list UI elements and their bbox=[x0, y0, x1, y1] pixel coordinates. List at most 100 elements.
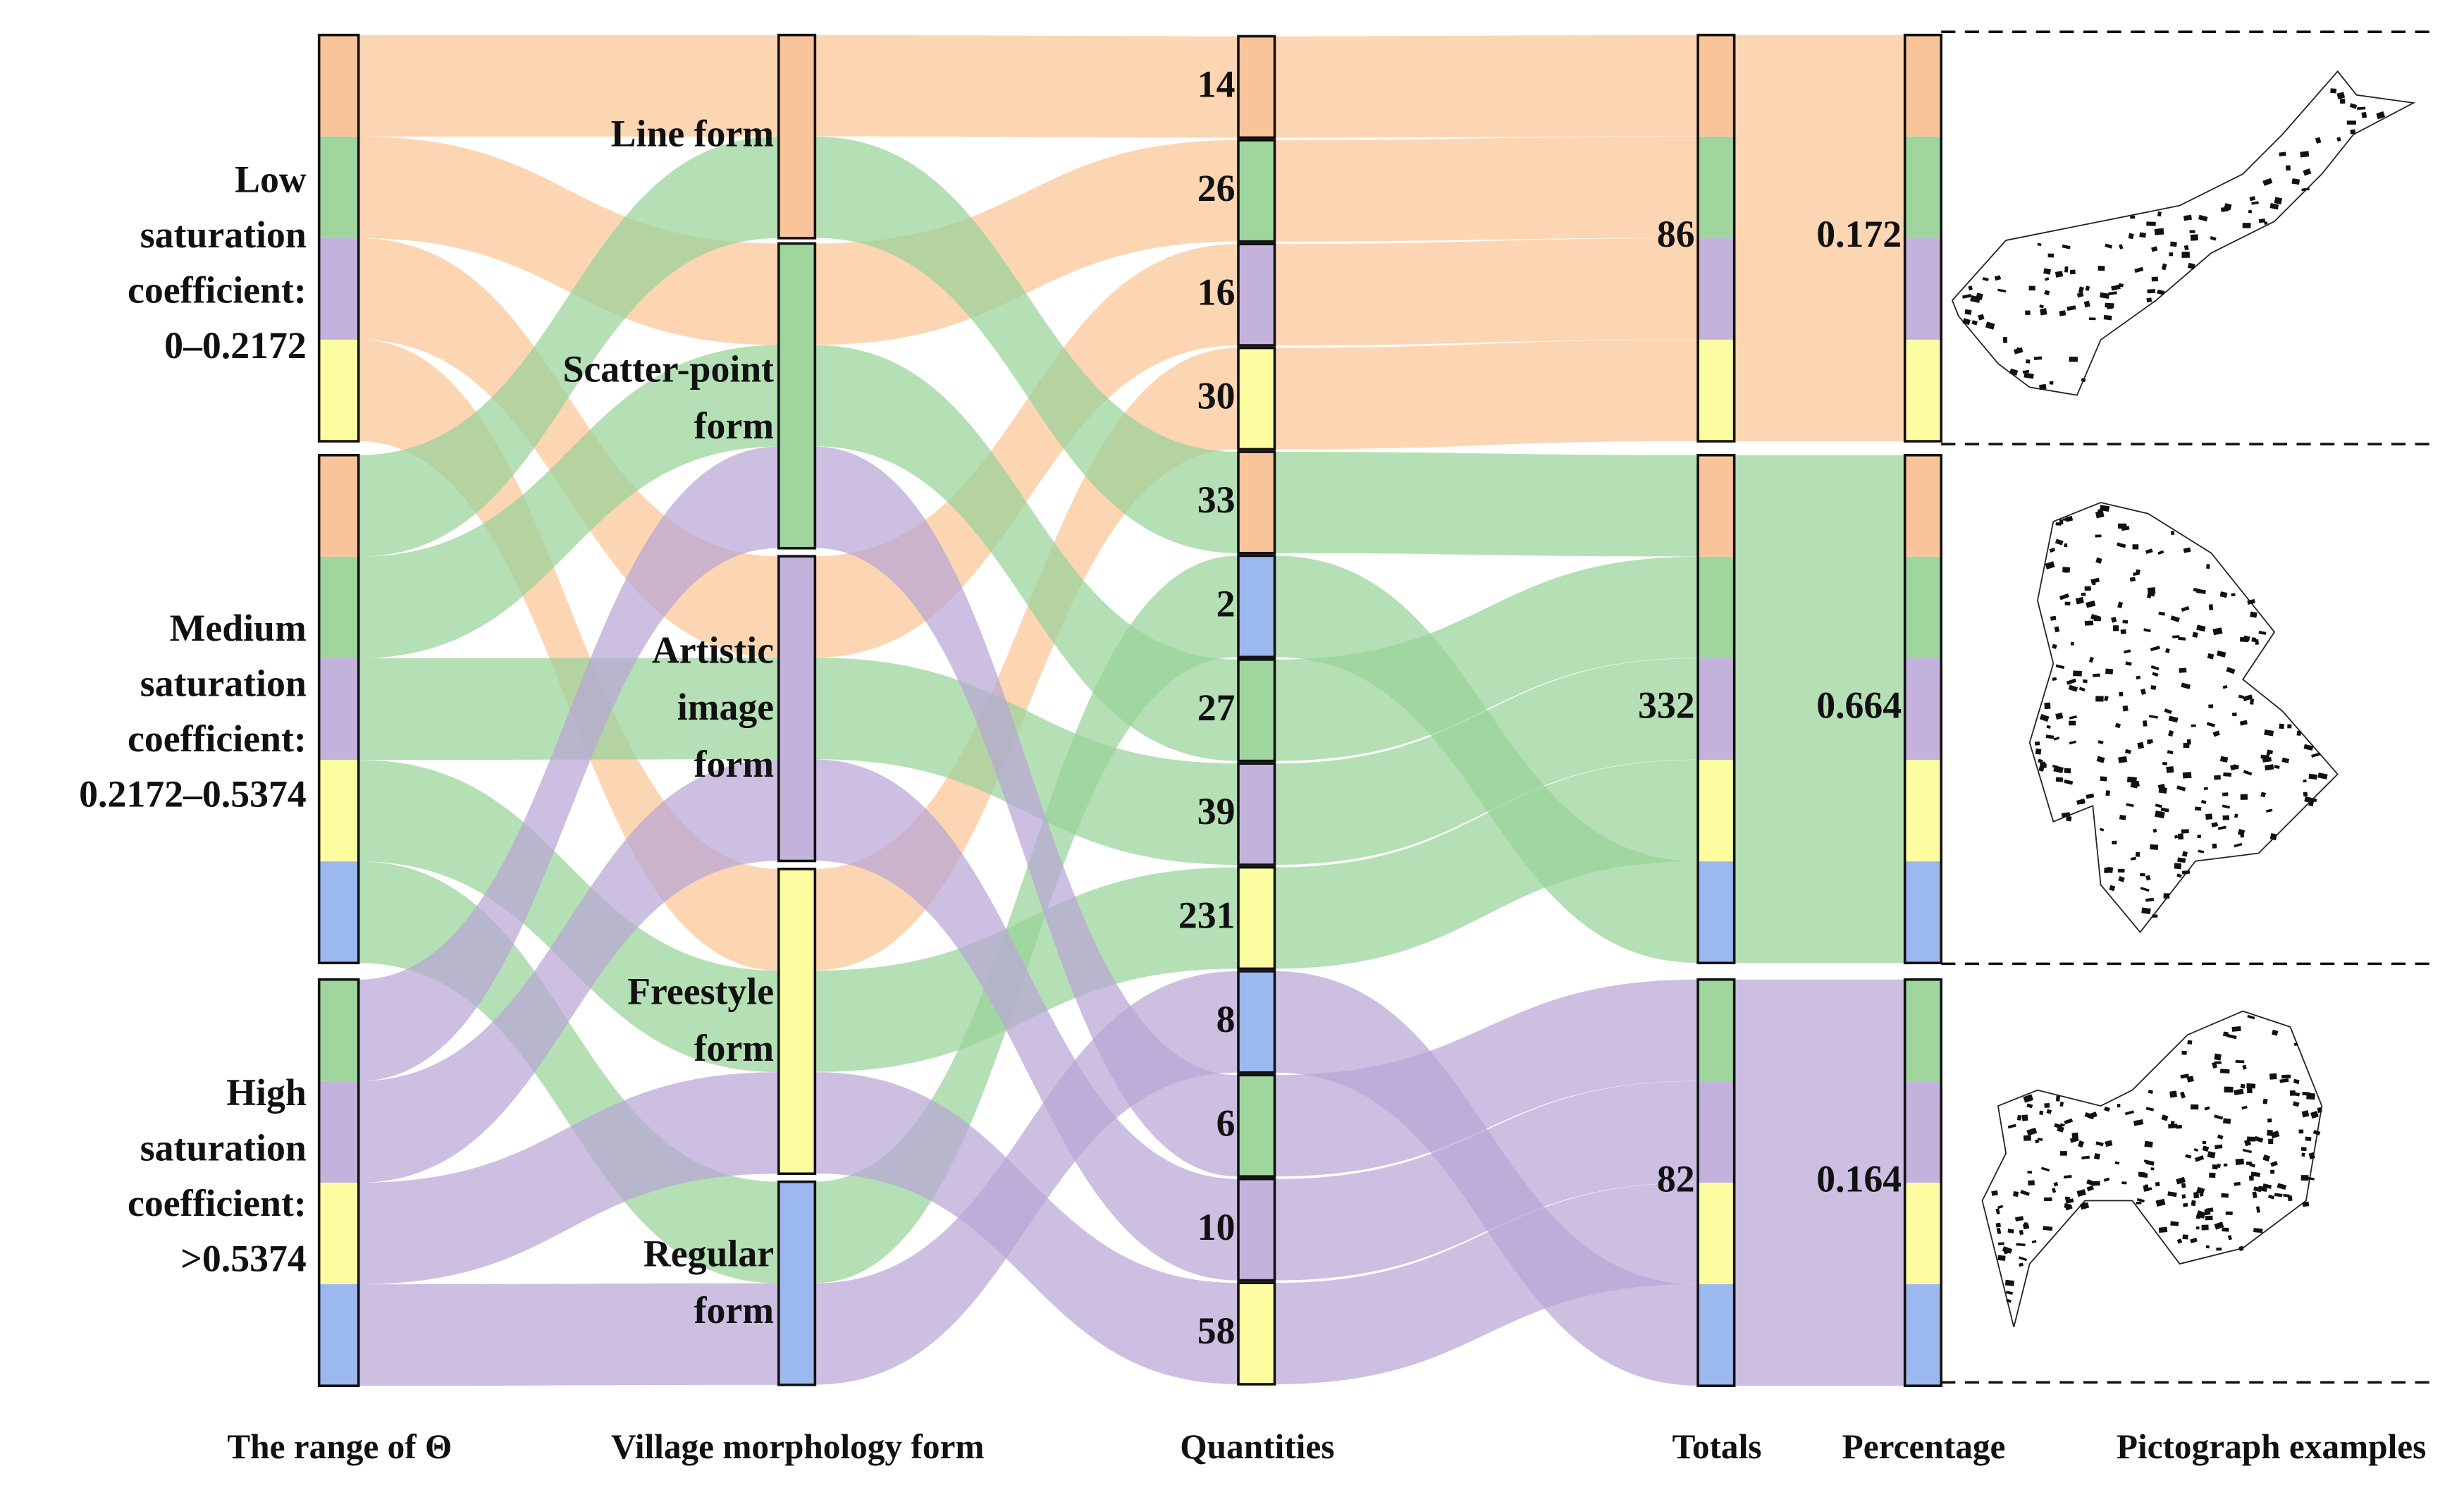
building bbox=[2055, 271, 2064, 278]
building bbox=[2250, 698, 2254, 705]
building bbox=[2269, 832, 2277, 841]
pictographs bbox=[1951, 70, 2416, 1328]
building bbox=[2279, 723, 2284, 729]
building bbox=[2104, 1106, 2110, 1112]
building bbox=[2124, 749, 2131, 754]
segment bbox=[319, 455, 359, 557]
building bbox=[1962, 294, 1972, 299]
building bbox=[2140, 873, 2145, 877]
segment bbox=[1698, 556, 1735, 658]
building bbox=[2009, 368, 2019, 376]
building bbox=[2043, 268, 2052, 275]
building bbox=[2086, 600, 2096, 608]
building bbox=[2238, 694, 2245, 699]
group-label: coefficient: bbox=[128, 1182, 307, 1224]
building bbox=[2064, 1196, 2071, 1200]
column-title: Village morphology form bbox=[611, 1427, 984, 1466]
building bbox=[2161, 263, 2167, 271]
building bbox=[2361, 111, 2367, 118]
building bbox=[2279, 152, 2286, 156]
labels: 142616303322739231861058Lowsaturationcoe… bbox=[79, 63, 2426, 1465]
building bbox=[2088, 1112, 2098, 1119]
group-label: coefficient: bbox=[128, 718, 307, 760]
building bbox=[2076, 798, 2086, 805]
building bbox=[2376, 111, 2386, 120]
building bbox=[2222, 815, 2230, 820]
building bbox=[2187, 262, 2195, 269]
quantity-label: 6 bbox=[1216, 1102, 1236, 1144]
building bbox=[2064, 779, 2074, 785]
building bbox=[2207, 1151, 2216, 1159]
building bbox=[2066, 305, 2076, 311]
building bbox=[2045, 734, 2055, 739]
building bbox=[2140, 887, 2150, 892]
building bbox=[2150, 646, 2160, 652]
quantity-label: 8 bbox=[1216, 998, 1236, 1040]
building bbox=[2045, 561, 2055, 569]
building bbox=[2069, 269, 2076, 275]
building bbox=[2176, 1176, 2186, 1185]
building bbox=[2193, 1147, 2199, 1152]
building bbox=[2145, 548, 2153, 555]
quantity-box bbox=[1237, 242, 1276, 347]
flow bbox=[815, 1072, 1238, 1384]
building bbox=[2197, 835, 2202, 839]
building bbox=[2349, 103, 2358, 109]
building bbox=[2304, 796, 2311, 803]
building bbox=[2160, 807, 2169, 813]
building bbox=[2165, 648, 2170, 653]
building bbox=[2169, 1090, 2178, 1098]
segment bbox=[1904, 136, 1942, 238]
building bbox=[2105, 1140, 2113, 1147]
quantity-box bbox=[1237, 346, 1276, 451]
total-label: 82 bbox=[1657, 1157, 1695, 1200]
building bbox=[2133, 1119, 2144, 1126]
building bbox=[2247, 1014, 2255, 1020]
building bbox=[2081, 378, 2086, 383]
building bbox=[2247, 1087, 2253, 1094]
building bbox=[2003, 1250, 2010, 1255]
building bbox=[2248, 209, 2253, 214]
building bbox=[1997, 1205, 2004, 1209]
building bbox=[2212, 843, 2217, 849]
form-box bbox=[777, 555, 817, 863]
building bbox=[2096, 756, 2105, 763]
segment bbox=[1904, 455, 1942, 557]
building bbox=[2148, 715, 2158, 719]
segment bbox=[319, 861, 359, 963]
building bbox=[2044, 702, 2051, 709]
building bbox=[2154, 810, 2165, 819]
building bbox=[2069, 1136, 2079, 1143]
building bbox=[2025, 310, 2031, 315]
building bbox=[2039, 304, 2044, 309]
form-label: Regular bbox=[643, 1233, 774, 1275]
flow bbox=[358, 136, 779, 345]
form-label: Artistic bbox=[652, 629, 774, 671]
building bbox=[2105, 790, 2110, 796]
building bbox=[2150, 844, 2159, 850]
building bbox=[2059, 310, 2066, 316]
building bbox=[2176, 1124, 2182, 1129]
building bbox=[2005, 1291, 2014, 1295]
form-label: Scatter-point bbox=[562, 348, 774, 390]
column-title: Percentage bbox=[1842, 1427, 2006, 1466]
building bbox=[2126, 776, 2137, 783]
flow bbox=[1274, 760, 1699, 969]
building bbox=[2135, 569, 2140, 575]
building bbox=[2185, 1154, 2192, 1159]
building bbox=[2270, 1131, 2280, 1139]
building bbox=[2186, 739, 2191, 745]
building bbox=[2019, 1256, 2028, 1262]
building bbox=[2357, 106, 2366, 111]
building bbox=[2098, 265, 2105, 271]
building bbox=[2059, 1151, 2067, 1156]
building bbox=[1964, 309, 1972, 315]
building bbox=[2240, 794, 2248, 800]
building bbox=[2022, 369, 2030, 374]
building bbox=[1962, 318, 1971, 326]
building bbox=[2112, 625, 2119, 632]
building bbox=[2260, 792, 2267, 798]
building bbox=[2181, 1050, 2187, 1055]
building bbox=[2266, 749, 2271, 756]
